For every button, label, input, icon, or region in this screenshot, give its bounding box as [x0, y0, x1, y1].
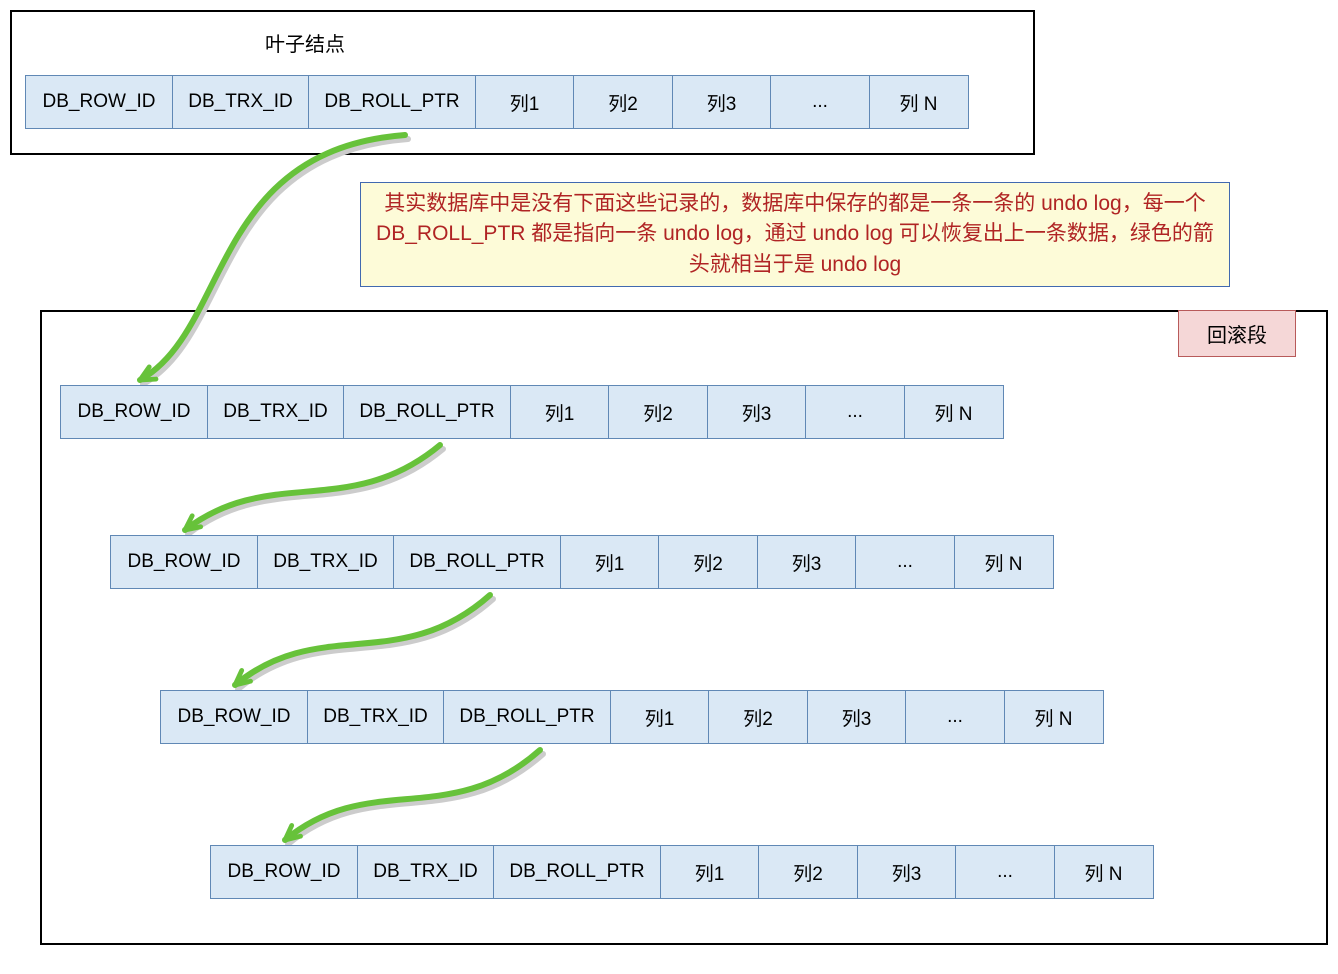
record-cell: DB_ROW_ID [160, 690, 308, 744]
record-row: DB_ROW_IDDB_TRX_IDDB_ROLL_PTR列1列2列3...列 … [25, 75, 969, 129]
record-cell: DB_ROW_ID [110, 535, 258, 589]
record-row: DB_ROW_IDDB_TRX_IDDB_ROLL_PTR列1列2列3...列 … [60, 385, 1004, 439]
record-cell: 列1 [475, 75, 575, 129]
record-cell: DB_TRX_ID [172, 75, 310, 129]
record-cell: 列2 [758, 845, 858, 899]
record-cell: 列2 [608, 385, 708, 439]
record-cell: DB_ROLL_PTR [308, 75, 476, 129]
record-cell: ... [805, 385, 905, 439]
record-cell: DB_ROLL_PTR [393, 535, 561, 589]
record-cell: 列2 [658, 535, 758, 589]
explanation-note: 其实数据库中是没有下面这些记录的，数据库中保存的都是一条一条的 undo log… [360, 182, 1230, 287]
record-cell: 列3 [757, 535, 857, 589]
record-row: DB_ROW_IDDB_TRX_IDDB_ROLL_PTR列1列2列3...列 … [110, 535, 1054, 589]
record-cell: ... [770, 75, 870, 129]
record-cell: 列 N [954, 535, 1054, 589]
record-cell: 列 N [904, 385, 1004, 439]
record-cell: 列 N [869, 75, 969, 129]
record-cell: 列2 [573, 75, 673, 129]
record-cell: 列 N [1054, 845, 1154, 899]
record-row: DB_ROW_IDDB_TRX_IDDB_ROLL_PTR列1列2列3...列 … [210, 845, 1154, 899]
record-cell: 列3 [857, 845, 957, 899]
record-row: DB_ROW_IDDB_TRX_IDDB_ROLL_PTR列1列2列3...列 … [160, 690, 1104, 744]
record-cell: 列3 [672, 75, 772, 129]
record-cell: 列 N [1004, 690, 1104, 744]
record-cell: 列3 [707, 385, 807, 439]
record-cell: DB_TRX_ID [257, 535, 395, 589]
record-cell: 列1 [560, 535, 660, 589]
record-cell: 列1 [660, 845, 760, 899]
record-cell: DB_ROW_ID [210, 845, 358, 899]
record-cell: 列3 [807, 690, 907, 744]
record-cell: DB_ROLL_PTR [443, 690, 611, 744]
record-cell: DB_ROW_ID [60, 385, 208, 439]
record-cell: 列1 [610, 690, 710, 744]
record-cell: DB_TRX_ID [207, 385, 345, 439]
record-cell: 列2 [708, 690, 808, 744]
rollback-segment-label: 回滚段 [1178, 310, 1296, 357]
record-cell: DB_ROLL_PTR [343, 385, 511, 439]
record-cell: ... [855, 535, 955, 589]
record-cell: DB_TRX_ID [307, 690, 445, 744]
record-cell: DB_ROLL_PTR [493, 845, 661, 899]
record-cell: ... [905, 690, 1005, 744]
record-cell: DB_ROW_ID [25, 75, 173, 129]
record-cell: ... [955, 845, 1055, 899]
leaf-node-title: 叶子结点 [265, 28, 345, 57]
record-cell: DB_TRX_ID [357, 845, 495, 899]
record-cell: 列1 [510, 385, 610, 439]
